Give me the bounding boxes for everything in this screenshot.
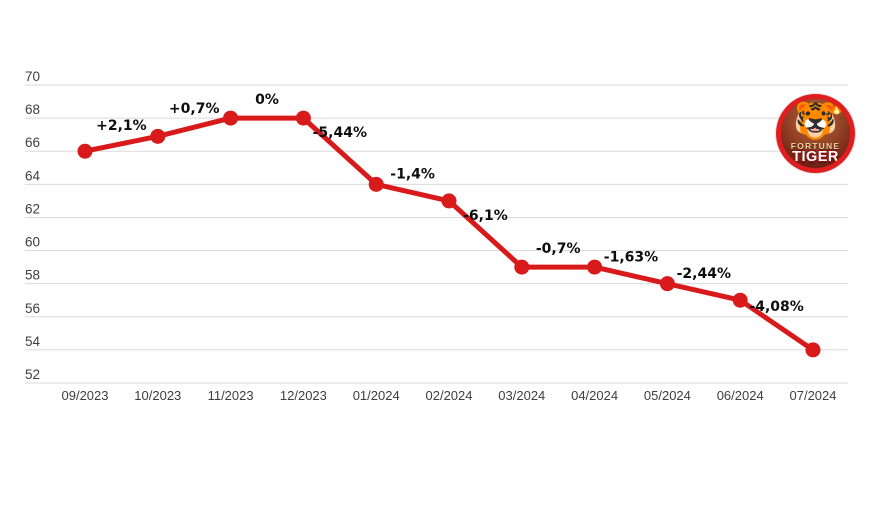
x-tick-label: 05/2024 [644,388,691,403]
data-point [368,176,384,192]
y-tick-label: 58 [25,268,40,283]
y-tick-label: 56 [25,301,40,316]
x-tick-label: 06/2024 [717,388,764,403]
y-tick-label: 66 [25,135,40,150]
x-tick-label: 10/2023 [134,388,181,403]
x-tick-label: 09/2023 [62,388,109,403]
x-tick-label: 01/2024 [353,388,400,403]
x-tick-label: 11/2023 [208,388,254,403]
change-label: -1,63% [604,249,658,265]
change-label: -1,4% [390,167,435,183]
data-point [732,292,748,308]
change-label: -4,08% [749,299,803,315]
data-point [587,259,603,275]
logo-text-tiger: TIGER [792,149,839,165]
x-tick-label: 07/2024 [790,388,837,403]
x-tick-label: 04/2024 [571,388,618,403]
change-label: +0,7% [169,101,220,117]
change-label: -5,44% [313,125,367,141]
data-point [659,276,675,292]
data-line [82,115,816,353]
change-label: -0,7% [536,241,581,257]
change-label: +2,1% [96,118,147,134]
data-point [77,143,93,159]
data-point [150,128,166,144]
change-label: -6,1% [463,208,508,224]
data-point [295,110,311,126]
change-label: 0% [255,92,279,108]
x-tick-label: 03/2024 [498,388,545,403]
y-tick-label: 62 [25,201,40,216]
y-tick-label: 52 [25,367,40,382]
y-tick-label: 64 [25,168,41,183]
flame-icon: 🔥 [829,101,844,115]
data-point [514,259,530,275]
x-tick-label: 12/2023 [280,388,327,403]
data-point [805,342,821,358]
fortune-tiger-logo: 🐯 🔥 FORTUNE TIGER [776,94,855,173]
data-point [441,193,457,209]
change-label: -2,44% [677,266,731,282]
y-tick-label: 60 [25,235,40,250]
y-tick-label: 70 [25,69,40,84]
y-tick-label: 54 [25,334,41,349]
logo-text-fortune: FORTUNE [790,141,841,151]
x-tick-label: 02/2024 [426,388,473,403]
y-tick-label: 68 [25,102,40,117]
data-point [223,110,239,126]
tiger-icon: 🐯 [793,100,838,141]
